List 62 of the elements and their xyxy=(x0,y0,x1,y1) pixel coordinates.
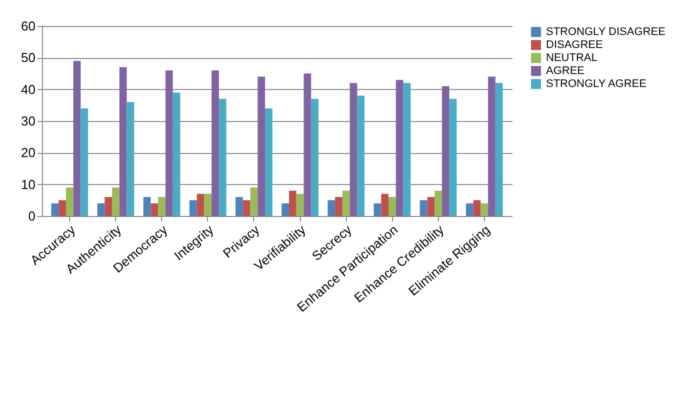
y-tick-label: 0 xyxy=(28,208,36,224)
bar xyxy=(97,203,105,216)
bar xyxy=(189,200,197,216)
y-tick-label: 10 xyxy=(21,176,36,192)
bar xyxy=(374,203,382,216)
bar xyxy=(442,86,450,216)
bar xyxy=(288,190,296,216)
bar xyxy=(73,60,81,216)
bar xyxy=(449,98,457,216)
y-tick-label: 40 xyxy=(21,82,36,97)
bar xyxy=(126,102,134,216)
bar xyxy=(158,197,166,216)
bar xyxy=(204,194,212,216)
bar xyxy=(250,188,258,216)
bar xyxy=(473,200,481,216)
bar xyxy=(104,197,112,216)
legend-label: AGREE xyxy=(546,65,585,77)
y-tick-label: 20 xyxy=(21,145,36,160)
bar xyxy=(218,98,226,216)
bar xyxy=(150,203,158,216)
y-tick-label: 30 xyxy=(21,114,36,128)
bar xyxy=(342,190,350,216)
bar xyxy=(434,190,442,216)
bar xyxy=(282,203,289,216)
bar xyxy=(112,188,120,216)
bar xyxy=(350,83,358,216)
bar xyxy=(258,76,266,216)
bar xyxy=(328,200,336,216)
legend-label: DISAGREE xyxy=(546,39,603,51)
bar xyxy=(335,197,342,216)
bar xyxy=(420,200,428,216)
bar xyxy=(66,188,74,216)
bar xyxy=(119,67,127,216)
bar xyxy=(236,197,243,216)
bar xyxy=(396,80,404,216)
bar xyxy=(357,96,365,216)
bar xyxy=(51,203,59,216)
bar xyxy=(480,203,488,216)
y-tick-label: 50 xyxy=(21,50,36,66)
bar xyxy=(242,200,250,216)
bar xyxy=(381,194,389,216)
bar xyxy=(172,92,180,216)
legend-label: NEUTRAL xyxy=(546,52,598,64)
bar xyxy=(58,200,66,216)
bar xyxy=(212,70,219,216)
bar xyxy=(165,70,173,216)
bar xyxy=(466,203,474,216)
legend-label: STRONGLY AGREE xyxy=(546,78,646,90)
y-tick-label: 60 xyxy=(21,18,36,34)
bar xyxy=(403,83,411,216)
bar xyxy=(488,76,496,216)
bar xyxy=(427,197,435,216)
bar xyxy=(296,194,304,216)
bar xyxy=(311,98,318,216)
bar xyxy=(265,108,272,216)
bar xyxy=(196,194,204,216)
bar xyxy=(143,197,151,216)
bar xyxy=(304,74,312,216)
legend-label: STRONGLY DISAGREE xyxy=(546,26,666,38)
bar xyxy=(80,108,88,216)
bar xyxy=(495,83,503,216)
bar xyxy=(388,197,396,216)
